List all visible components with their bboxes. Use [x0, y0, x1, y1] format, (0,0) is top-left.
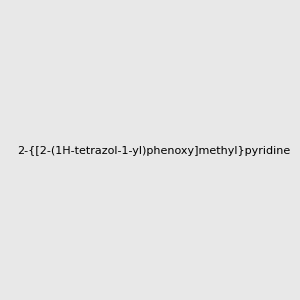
Text: 2-{[2-(1H-tetrazol-1-yl)phenoxy]methyl}pyridine: 2-{[2-(1H-tetrazol-1-yl)phenoxy]methyl}p…	[17, 146, 290, 157]
